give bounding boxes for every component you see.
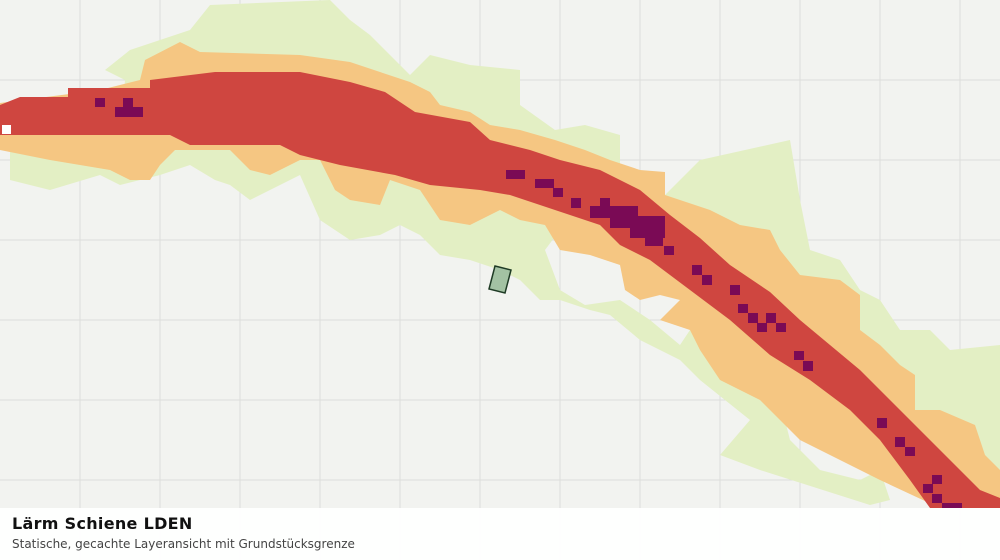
parcel-boundary <box>488 265 512 294</box>
gap <box>2 125 11 134</box>
info-panel: Lärm Schiene LDEN Statische, gecachte La… <box>0 508 1000 560</box>
noise-zone-medium <box>0 42 1000 508</box>
noise-zone-very-high <box>95 98 962 508</box>
noise-zone-high <box>0 72 1000 508</box>
panel-subtitle: Statische, gecachte Layeransicht mit Gru… <box>12 537 355 551</box>
panel-title: Lärm Schiene LDEN <box>12 514 193 533</box>
